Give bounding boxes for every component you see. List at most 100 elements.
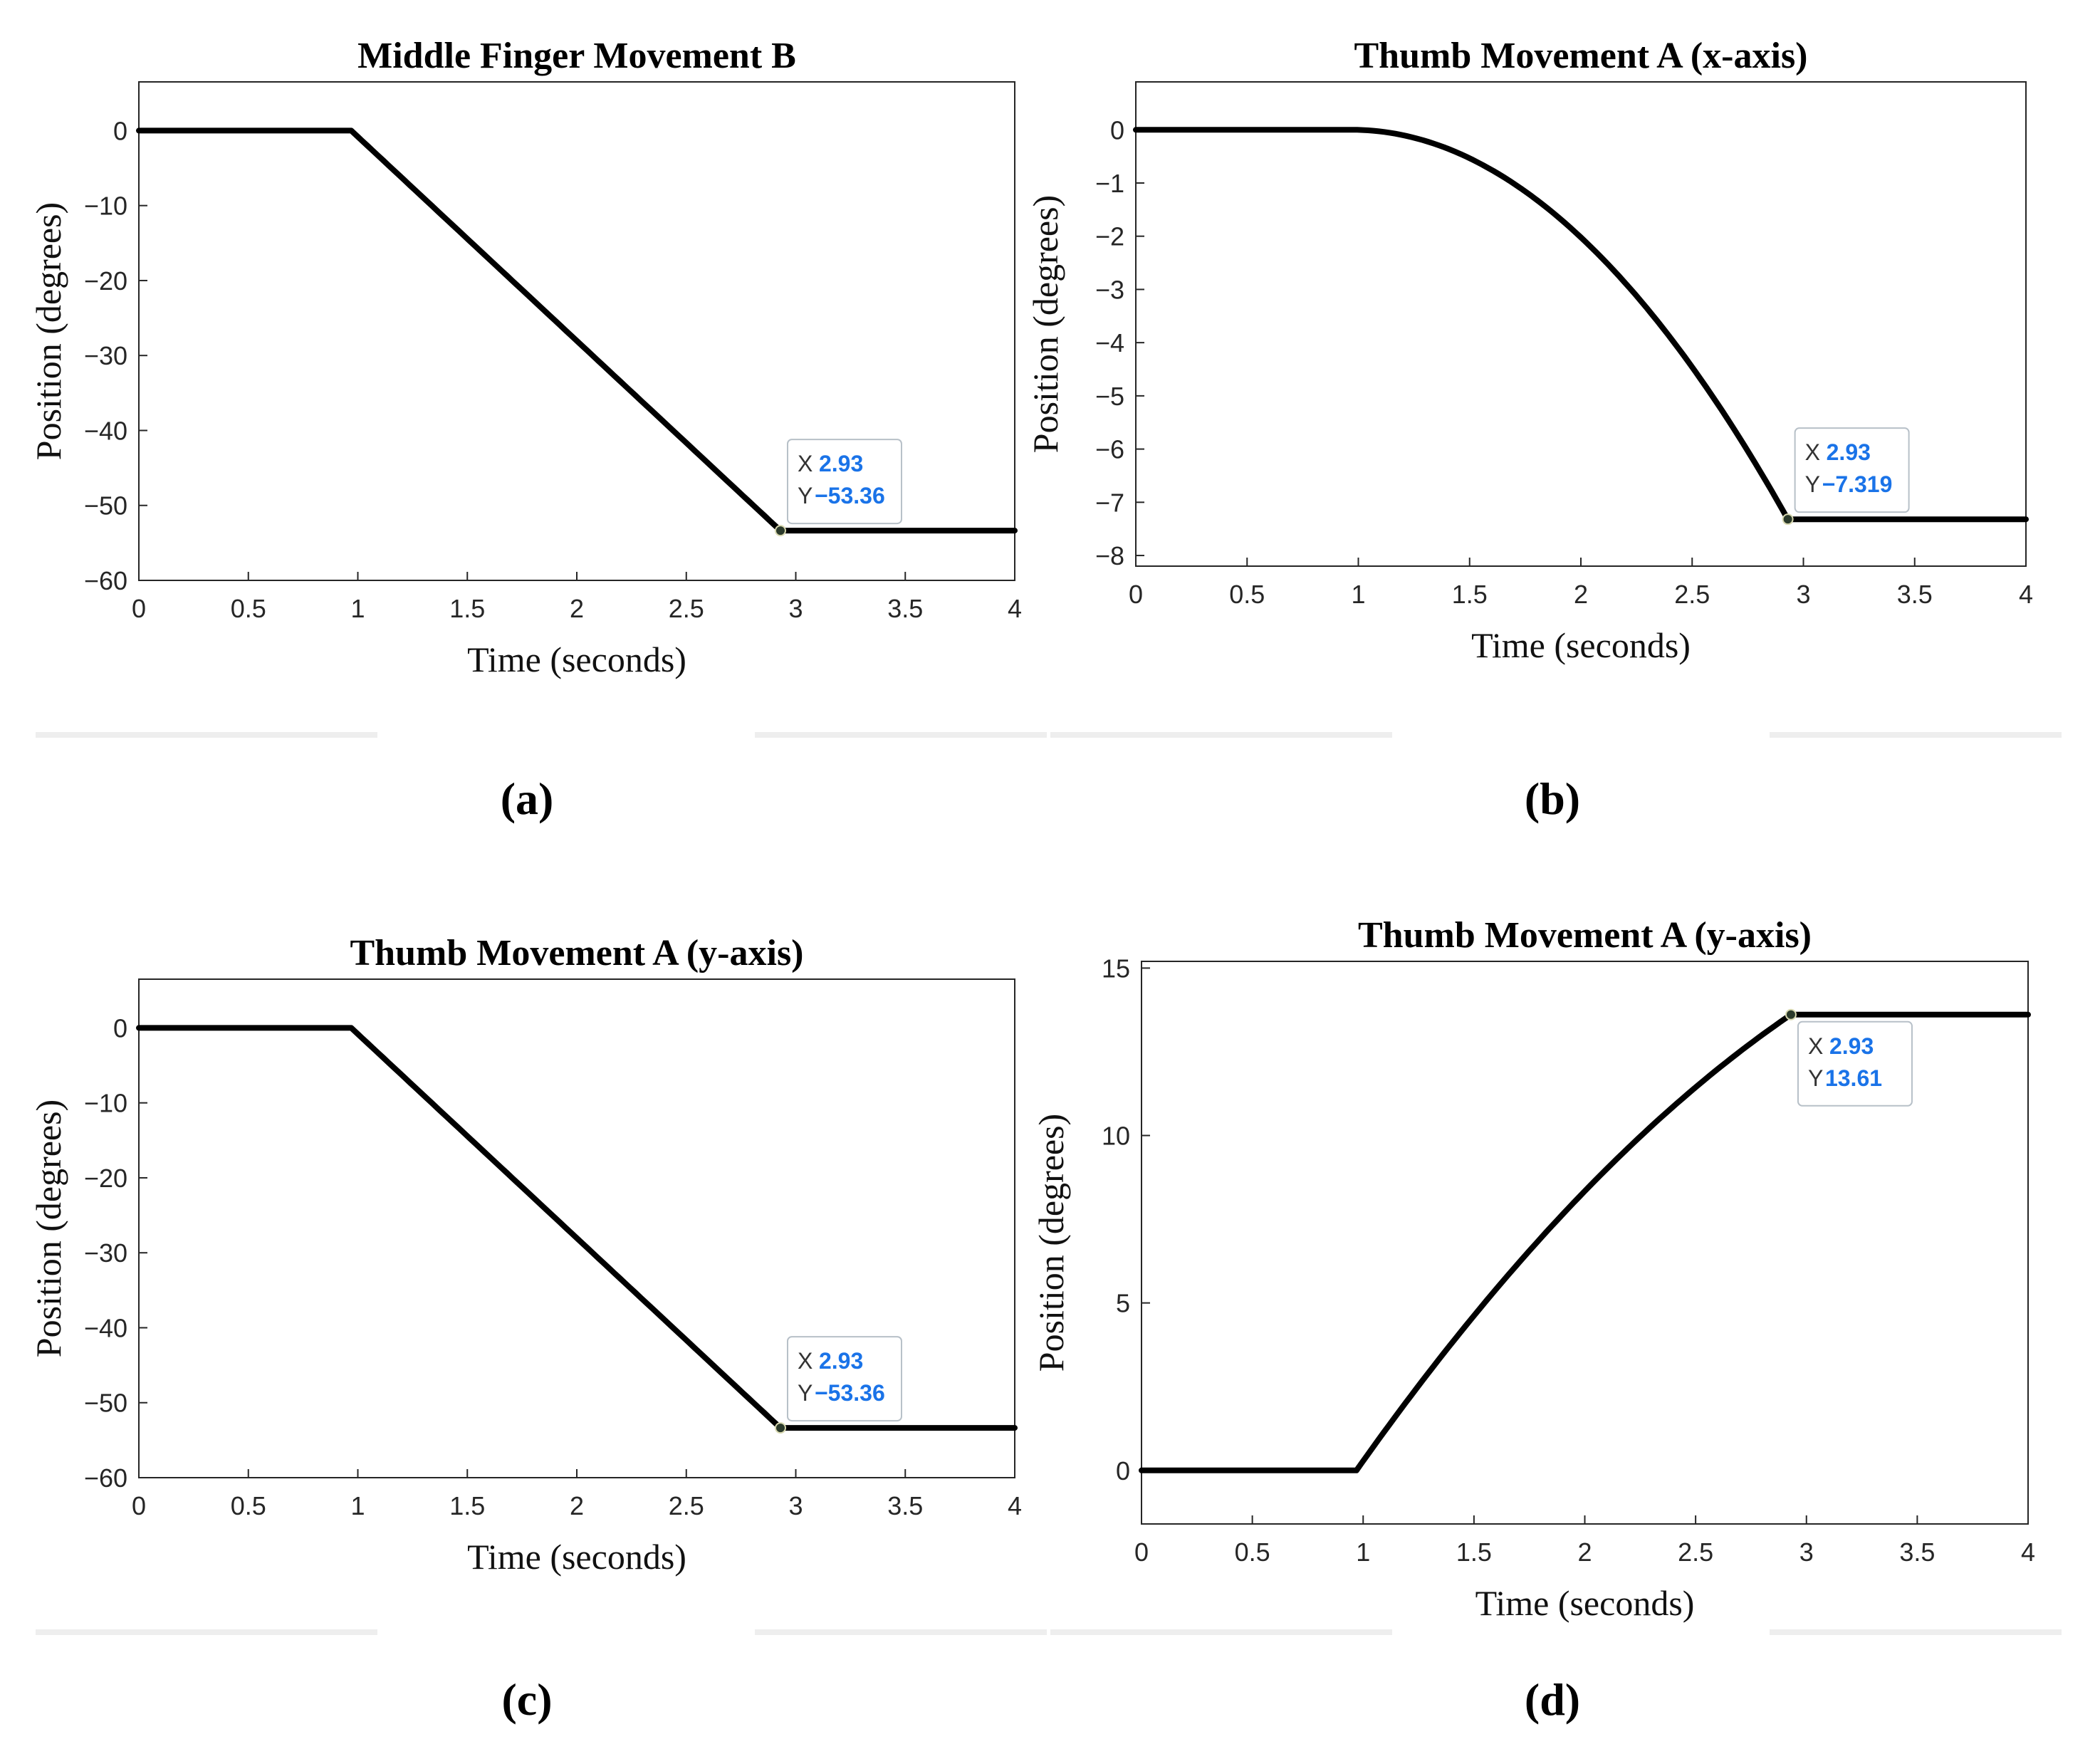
chart-svg: 0 0.5 1 1.5 2 2.5 3 3.5 4 0 5 10 15 Thumb Movement A …	[1031, 915, 2062, 1635]
x-tick-label: 1.5	[449, 1491, 485, 1520]
x-tick-label: 3	[1796, 580, 1810, 609]
x-tick-label: 2.5	[1678, 1537, 1713, 1567]
y-tick-label: −60	[84, 566, 127, 595]
x-tick-label: 2	[570, 1491, 584, 1520]
datatip-y-key: Y	[1808, 1065, 1823, 1091]
y-tick-label: −30	[84, 1238, 127, 1268]
x-axis-label: Time (seconds)	[467, 639, 686, 679]
frame-strip-left	[36, 1629, 377, 1635]
y-tick-label: 15	[1102, 954, 1130, 983]
x-tick-label: 3.5	[1897, 580, 1933, 609]
x-tick-label: 2.5	[669, 594, 704, 623]
x-tick-label: 0	[1134, 1537, 1149, 1567]
datatip-box	[786, 1336, 902, 1422]
y-tick-label: −40	[84, 416, 127, 445]
x-tick-label: 2	[1574, 580, 1588, 609]
y-tick-label: −7	[1095, 488, 1124, 517]
datatip-box	[1797, 1020, 1913, 1107]
datatip-marker	[774, 1422, 786, 1434]
y-tick-label: −50	[84, 491, 127, 521]
y-tick-label: −6	[1095, 435, 1124, 464]
y-axis-label: Position (degrees)	[1031, 1114, 1071, 1372]
datatip-x-key: X	[1808, 1033, 1823, 1059]
x-tick-label: 3.5	[1899, 1537, 1935, 1567]
caption-b: (b)	[1524, 773, 1581, 824]
x-tick-label: 1	[1351, 580, 1365, 609]
y-tick-label: 5	[1116, 1289, 1130, 1318]
y-tick-label: −1	[1095, 169, 1124, 198]
datatip-x-key: X	[798, 451, 813, 476]
x-tick-label: 2.5	[1674, 580, 1710, 609]
chart-title: Middle Finger Movement B	[357, 36, 796, 76]
x-tick-label: 2	[1577, 1537, 1592, 1567]
datatip-y-value: −53.36	[815, 1380, 885, 1406]
series-line	[136, 127, 1018, 534]
x-tick-label: 0	[132, 1491, 146, 1520]
x-tick-label: 0.5	[1235, 1537, 1270, 1567]
chart-title: Thumb Movement A (y-axis)	[350, 933, 804, 973]
y-tick-label: −2	[1095, 222, 1124, 251]
frame-strip-right	[755, 1629, 1047, 1635]
datatip-box	[786, 439, 902, 525]
series-line	[1133, 127, 2029, 523]
x-tick-label: 4	[2021, 1537, 2035, 1567]
datatip-marker	[774, 525, 786, 537]
x-tick-label: 1	[350, 594, 365, 623]
datatip-y-value: −7.319	[1822, 471, 1893, 497]
y-tick-label: −60	[84, 1463, 127, 1493]
y-tick-label: −8	[1095, 541, 1124, 570]
chart-title: Thumb Movement A (x-axis)	[1354, 36, 1808, 76]
chart-svg: 0 0.5 1 1.5 2 2.5 3 3.5 4 0 −1 −2 −3 −4 −5 −6 −7 −8 Thumb …	[1025, 36, 2062, 738]
x-axis-label: Time (seconds)	[467, 1537, 686, 1577]
y-tick-label: −5	[1095, 382, 1124, 411]
x-tick-label: 1	[1356, 1537, 1370, 1567]
chart-title: Thumb Movement A (y-axis)	[1358, 915, 1812, 956]
x-tick-label: 2	[570, 594, 584, 623]
x-tick-label: 1.5	[449, 594, 485, 623]
x-tick-label: 3.5	[887, 1491, 923, 1520]
chart-panel-a: 0 0.5 1 1.5 2 2.5 3 3.5 4 0 −10 −20 −30 −40 −50 −60 Midd…	[28, 28, 1047, 741]
datatip-x-value: 2.93	[1829, 1033, 1874, 1059]
x-tick-label: 3.5	[887, 594, 923, 623]
y-tick-label: 10	[1102, 1122, 1130, 1151]
chart-svg: 0 0.5 1 1.5 2 2.5 3 3.5 4 0 −10 −20 −30 −40 −50 −60 Midd…	[28, 36, 1047, 738]
chart-panel-b: 0 0.5 1 1.5 2 2.5 3 3.5 4 0 −1 −2 −3 −4 −5 −6 −7 −8 Thumb …	[1025, 28, 2062, 741]
datatip-marker	[1782, 513, 1794, 526]
x-tick-label: 4	[1008, 594, 1022, 623]
x-tick-label: 4	[1008, 1491, 1022, 1520]
y-tick-label: 0	[113, 116, 127, 145]
frame-strip-left	[1050, 732, 1392, 738]
datatip-x-value: 2.93	[819, 1348, 863, 1374]
x-tick-label: 3	[788, 594, 803, 623]
x-tick-label: 3	[788, 1491, 803, 1520]
y-tick-label: −30	[84, 341, 127, 370]
y-tick-label: 0	[1116, 1456, 1130, 1485]
y-tick-label: 0	[113, 1013, 127, 1043]
datatip-y-value: 13.61	[1825, 1065, 1882, 1091]
datatip-x-key: X	[1805, 439, 1820, 465]
frame-strip-right	[755, 732, 1047, 738]
y-axis-label: Position (degrees)	[28, 202, 68, 460]
datatip-x-value: 2.93	[1827, 439, 1871, 465]
datatip-x-key: X	[798, 1348, 813, 1374]
caption-a: (a)	[500, 773, 554, 824]
series-line	[136, 1025, 1018, 1431]
x-tick-label: 4	[2019, 580, 2033, 609]
x-tick-label: 0	[1129, 580, 1143, 609]
datatip-y-value: −53.36	[815, 483, 885, 508]
datatip-y-key: Y	[798, 483, 813, 508]
frame-strip-left	[1050, 1629, 1392, 1635]
y-tick-label: −20	[84, 1164, 127, 1193]
frame-strip-right	[1770, 1629, 2062, 1635]
x-tick-label: 0.5	[231, 594, 266, 623]
chart-panel-c: 0 0.5 1 1.5 2 2.5 3 3.5 4 0 −10 −20 −30 −40 −50 −60 Thum…	[28, 926, 1047, 1638]
chart-panel-d: 0 0.5 1 1.5 2 2.5 3 3.5 4 0 5 10 15 Thumb Movement A …	[1031, 908, 2062, 1638]
y-axis-label: Position (degrees)	[28, 1100, 68, 1357]
x-tick-label: 0	[132, 594, 146, 623]
x-axis-label: Time (seconds)	[1475, 1583, 1695, 1623]
y-tick-label: −10	[84, 1089, 127, 1118]
y-axis-label: Position (degrees)	[1025, 195, 1065, 453]
frame-strip-right	[1770, 732, 2062, 738]
datatip-box	[1794, 427, 1910, 513]
x-tick-label: 3	[1799, 1537, 1814, 1567]
